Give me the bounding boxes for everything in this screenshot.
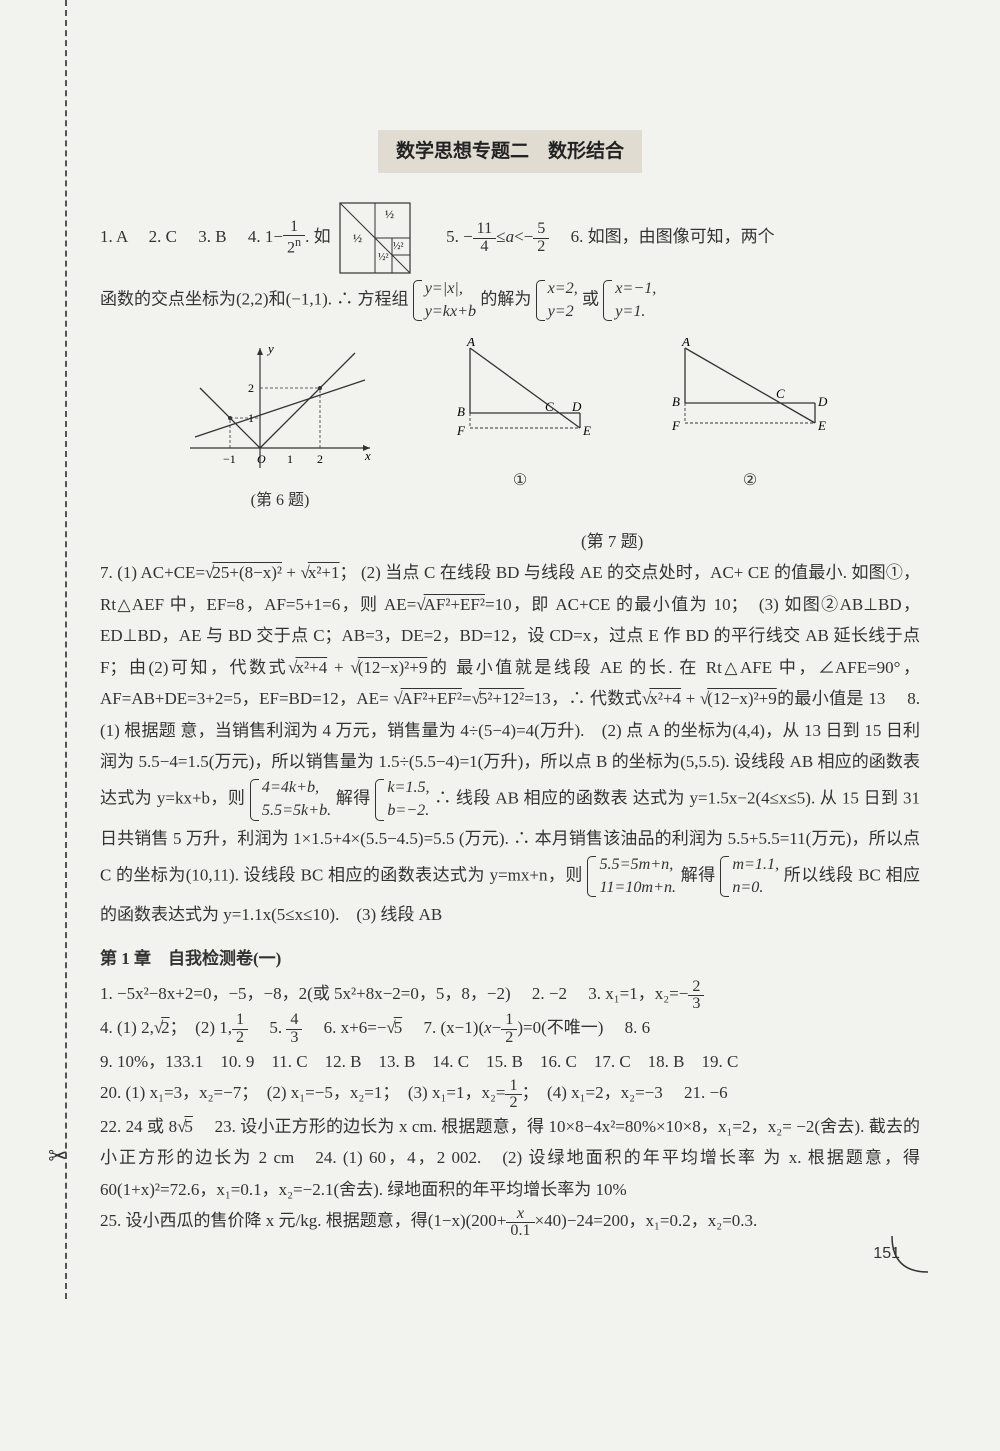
svg-text:E: E xyxy=(582,423,591,438)
caption-q6: (第 6 题) xyxy=(180,486,380,516)
chapter-1-answers: 1. −5x²−8x+2=0，−5，−8，2(或 5x²+8x−2=0，5，8，… xyxy=(100,978,920,1239)
ans-5-pre: 5. xyxy=(446,227,463,246)
graph-q6-svg: −1 O 1 2 1 2 x y xyxy=(180,338,380,478)
ans-4-text: . 如 xyxy=(305,227,331,246)
svg-text:F: F xyxy=(671,418,681,433)
square-diagram-icon: ½ ½ ½² ½² xyxy=(335,198,425,278)
caption-circ1: ① xyxy=(440,466,600,496)
figure-q6: −1 O 1 2 1 2 x y (第 6 题) xyxy=(180,338,380,516)
line2-or: 或 xyxy=(582,290,599,309)
line2-pre: 函数的交点坐标为(2,2)和(−1,1). ∴ 方程组 xyxy=(100,290,408,309)
svg-text:½²: ½² xyxy=(393,241,404,252)
svg-text:½: ½ xyxy=(385,207,394,221)
page-corner-curve xyxy=(890,1234,930,1274)
svg-text:B: B xyxy=(672,394,680,409)
q8-sys-1: 4=4k+b, 5.5=5k+b. xyxy=(250,777,331,822)
answer-line-2: 函数的交点坐标为(2,2)和(−1,1). ∴ 方程组 y=|x|, y=kx+… xyxy=(100,278,920,323)
svg-text:2: 2 xyxy=(317,452,323,466)
triangle-2-svg: A B C D E F xyxy=(660,338,840,458)
svg-text:D: D xyxy=(571,399,582,414)
svg-text:x: x xyxy=(364,448,371,463)
scissors-icon: ✂ xyxy=(48,1135,68,1179)
chapter-1-header: 第 1 章 自我检测卷(一) xyxy=(100,943,920,974)
figure-q7-caption: (第 7 题) xyxy=(100,526,920,557)
svg-text:½²: ½² xyxy=(378,252,389,263)
svg-text:1: 1 xyxy=(248,411,254,425)
ans-4-pre: 4. xyxy=(248,227,265,246)
answer-line-1: 1. A 2. C 3. B 4. 1−12n. 如 ½ ½ ½² ½² 5. … xyxy=(100,198,920,278)
svg-text:E: E xyxy=(817,418,826,433)
svg-text:C: C xyxy=(776,386,785,401)
figure-row: −1 O 1 2 1 2 x y (第 6 题) A B C D E F ① xyxy=(100,338,920,516)
q8-sys-4: m=1.1, n=0. xyxy=(720,854,779,899)
svg-text:A: A xyxy=(681,338,690,349)
svg-text:y: y xyxy=(266,341,274,356)
svg-text:½: ½ xyxy=(353,231,362,245)
system-3: x=−1, y=1. xyxy=(603,278,656,323)
q7-solution: 7. (1) AC+CE=25+(8−x)² + x²+1； (2) 当点 C … xyxy=(100,557,920,930)
system-1: y=|x|, y=kx+b xyxy=(413,278,476,323)
svg-text:O: O xyxy=(257,452,266,466)
svg-text:−1: −1 xyxy=(223,452,236,466)
svg-text:A: A xyxy=(466,338,475,349)
ans-3: 3. B xyxy=(198,227,226,246)
section-title: 数学思想专题二 数形结合 xyxy=(378,130,642,173)
figure-q7-1: A B C D E F ① xyxy=(440,338,600,496)
ans-6: 6. 如图，由图像可知，两个 xyxy=(571,227,775,246)
svg-text:F: F xyxy=(456,423,466,438)
line2-mid: 的解为 xyxy=(480,290,531,309)
perforation-line xyxy=(65,0,67,1299)
q8-sys-3: 5.5=5m+n, 11=10m+n. xyxy=(587,854,676,899)
svg-text:1: 1 xyxy=(287,452,293,466)
svg-text:D: D xyxy=(817,394,828,409)
ans-1: 1. A xyxy=(100,227,127,246)
q8-sys-2: k=1.5, b=−2. xyxy=(375,777,429,822)
svg-text:C: C xyxy=(545,399,554,414)
svg-text:B: B xyxy=(457,404,465,419)
section-title-banner: 数学思想专题二 数形结合 xyxy=(100,130,920,173)
svg-text:2: 2 xyxy=(248,381,254,395)
ans-2: 2. C xyxy=(149,227,177,246)
caption-circ2: ② xyxy=(660,466,840,496)
triangle-1-svg: A B C D E F xyxy=(440,338,600,458)
figure-q7-2: A B C D E F ② xyxy=(660,338,840,496)
system-2: x=2, y=2 xyxy=(536,278,578,323)
